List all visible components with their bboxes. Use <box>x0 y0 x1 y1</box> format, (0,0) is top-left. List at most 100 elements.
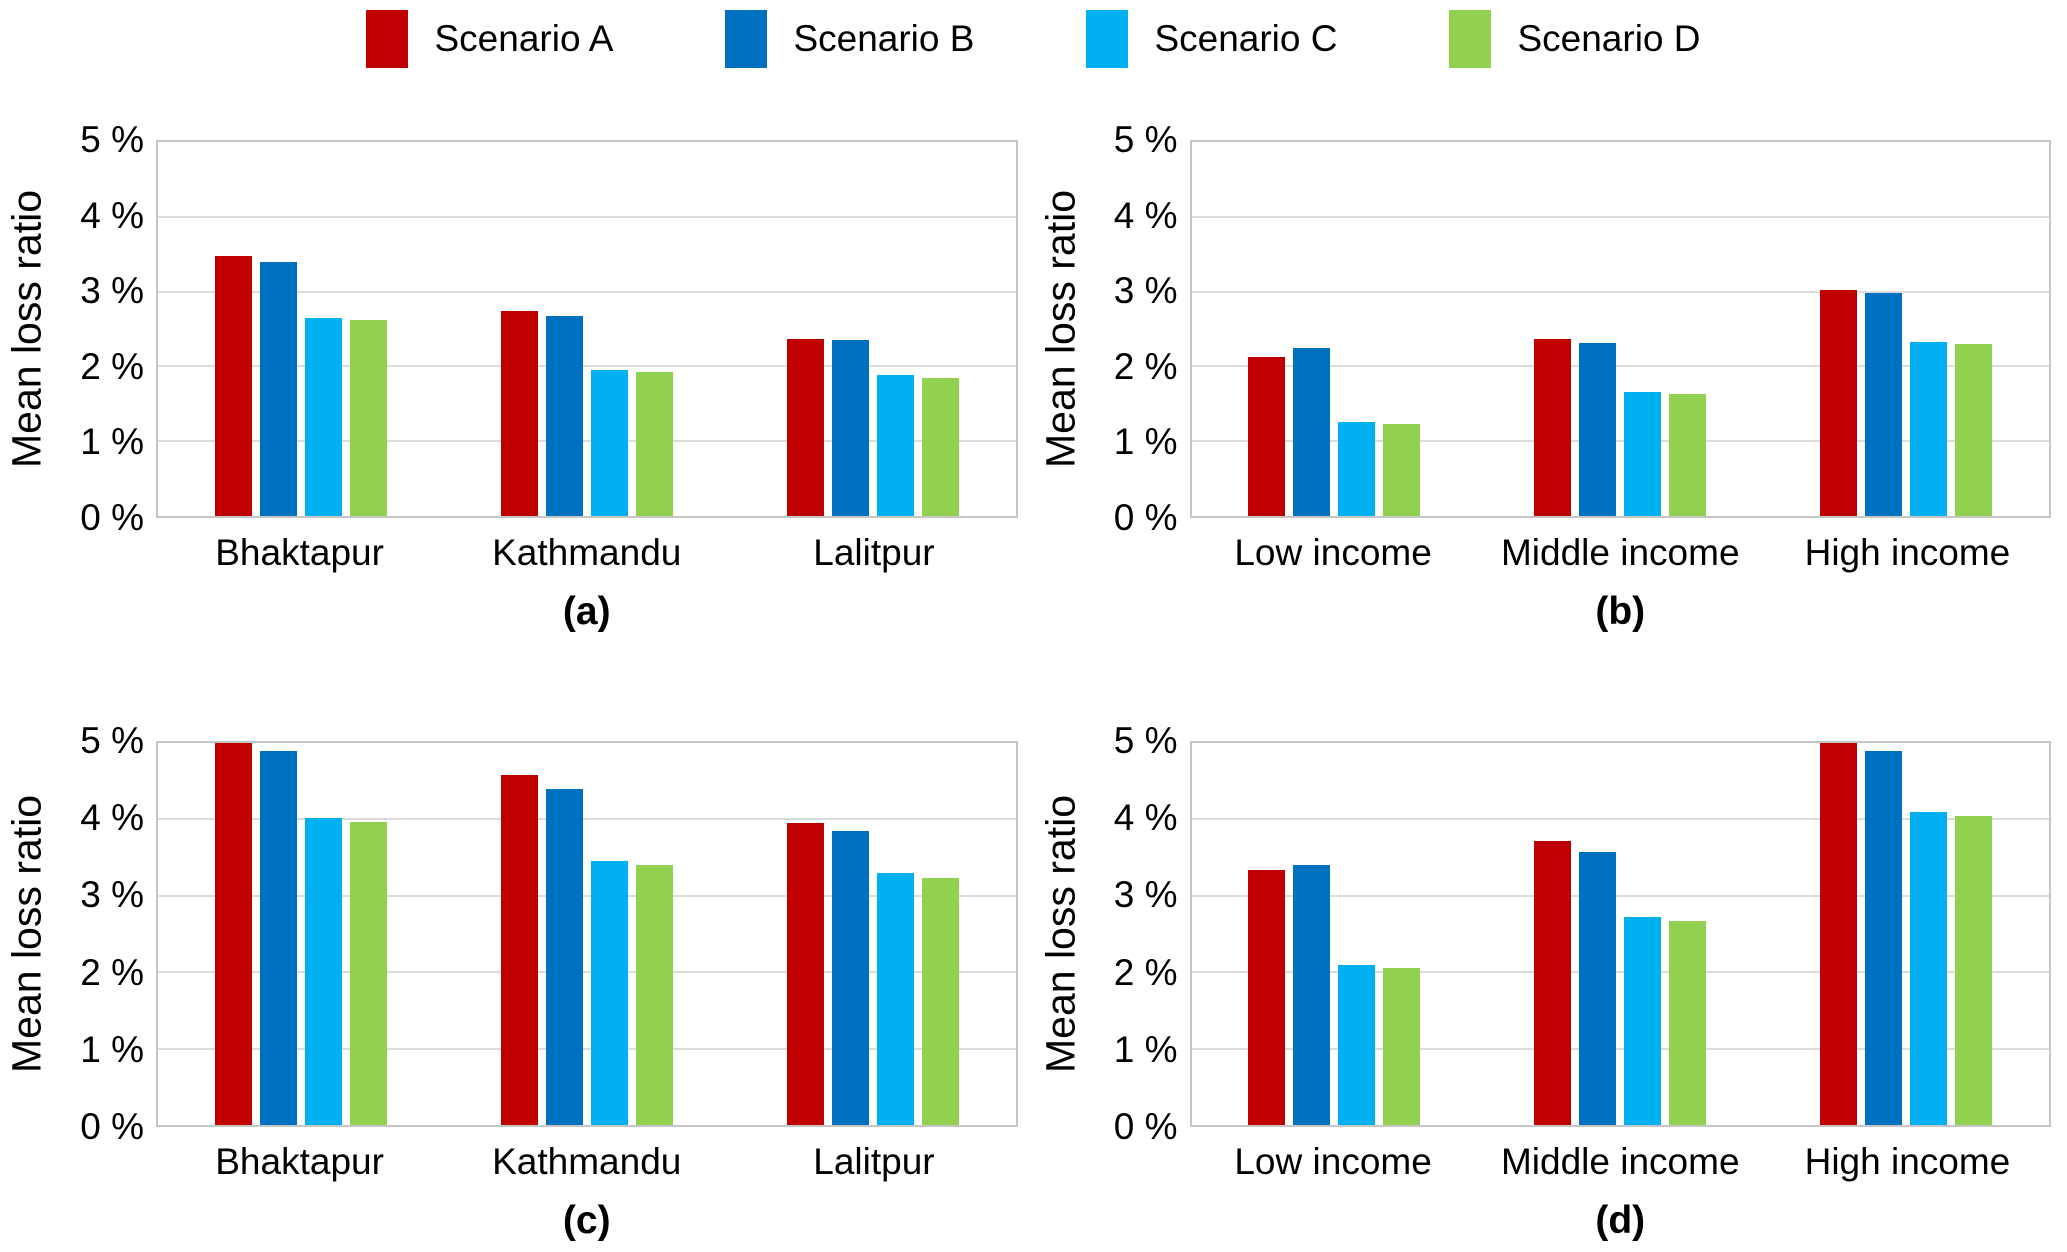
panel-a: Mean loss ratio 0 % 1 % 2 % 3 % 4 % 5 % Bhakt… <box>0 78 1034 643</box>
y-tick-label-4-: 4 % <box>1113 797 1178 839</box>
panel-c-x-axis-labels: Bhaktapur Kathmandu Lalitpur <box>156 1141 1018 1189</box>
panel-b-y-axis-ticks: 0 % 1 % 2 % 3 % 4 % 5 % <box>1088 119 1190 538</box>
y-tick-label-1-: 1 % <box>1113 1028 1178 1070</box>
legend-item-scenario-c: Scenario C <box>1086 10 1337 68</box>
bar-scenario-c-high-income <box>1910 341 1948 516</box>
bar-scenario-d-low-income <box>1383 967 1421 1125</box>
bar-scenario-c-low-income <box>1338 421 1376 516</box>
x-category-label-lalitpur: Lalitpur <box>813 532 935 573</box>
bar-group-high-income <box>1763 743 2049 1125</box>
x-category-label-lalitpur: Lalitpur <box>813 1141 935 1182</box>
panel-a-plot-area <box>156 140 1018 518</box>
y-axis-title: Mean loss ratio <box>3 189 50 469</box>
legend-swatch-scenario-b <box>725 10 768 68</box>
bar-scenario-d-kathmandu <box>635 372 673 516</box>
panel-d: Mean loss ratio 0 % 1 % 2 % 3 % 4 % 5 % Low i… <box>1034 643 2067 1252</box>
y-tick-label-3-: 3 % <box>1113 874 1178 916</box>
panel-b-plot-area <box>1189 140 2051 518</box>
y-axis-title: Mean loss ratio <box>1037 189 1083 469</box>
panel-a-y-axis-title-column: Mean loss ratio <box>0 140 54 518</box>
bar-scenario-a-high-income <box>1820 290 1858 516</box>
panel-a-chart: Mean loss ratio 0 % 1 % 2 % 3 % 4 % 5 % <box>0 119 1034 538</box>
bar-scenario-c-low-income <box>1338 965 1376 1125</box>
bar-scenario-b-lalitpur <box>831 340 869 516</box>
y-tick-label-4-: 4 % <box>1113 194 1178 236</box>
legend-item-scenario-b: Scenario B <box>725 10 974 68</box>
panel-a-x-axis-labels: Bhaktapur Kathmandu Lalitpur <box>156 532 1018 580</box>
y-tick-label-0-: 0 % <box>1113 497 1178 538</box>
legend-swatch-scenario-c <box>1086 10 1129 68</box>
panel-d-x-axis-labels: Low income Middle income High income <box>1190 1141 2052 1189</box>
bar-group-kathmandu <box>444 142 730 516</box>
panel-b-caption: (b) <box>1595 590 1646 633</box>
bar-group-low-income <box>1192 743 1478 1125</box>
y-tick-label-2-: 2 % <box>80 345 144 387</box>
bar-scenario-d-lalitpur <box>921 878 959 1125</box>
x-category-label-high-income: High income <box>1804 1141 2011 1182</box>
y-tick-label-0-: 0 % <box>80 1106 144 1147</box>
y-tick-label-3-: 3 % <box>80 270 144 312</box>
legend-label-scenario-c: Scenario C <box>1154 18 1338 59</box>
bar-group-middle-income <box>1477 142 1763 516</box>
bar-group-bhaktapur <box>158 142 444 516</box>
bar-scenario-c-bhaktapur <box>304 817 342 1125</box>
legend-item-scenario-d: Scenario D <box>1449 10 1701 68</box>
bar-scenario-a-bhaktapur <box>214 743 252 1125</box>
bar-scenario-a-middle-income <box>1534 840 1572 1125</box>
bar-scenario-b-middle-income <box>1579 851 1617 1125</box>
panel-b-x-axis-labels: Low income Middle income High income <box>1190 532 2052 580</box>
y-tick-label-5-: 5 % <box>1113 720 1178 761</box>
bar-group-bhaktapur <box>158 743 444 1125</box>
x-category-label-middle-income: Middle income <box>1500 532 1740 573</box>
bar-scenario-a-high-income <box>1820 743 1858 1125</box>
y-tick-label-3-: 3 % <box>1113 270 1178 312</box>
legend-label-scenario-b: Scenario B <box>793 18 975 59</box>
panel-b: Mean loss ratio 0 % 1 % 2 % 3 % 4 % 5 % Low i… <box>1034 78 2067 643</box>
bar-scenario-a-low-income <box>1248 356 1286 516</box>
panel-c-plot-area <box>156 741 1018 1127</box>
panel-d-chart: Mean loss ratio 0 % 1 % 2 % 3 % 4 % 5 % <box>1034 720 2067 1147</box>
bar-scenario-b-high-income <box>1865 750 1903 1125</box>
panel-c-chart: Mean loss ratio 0 % 1 % 2 % 3 % 4 % 5 % <box>0 720 1034 1147</box>
panel-d-plot-area <box>1189 741 2051 1127</box>
bar-scenario-c-high-income <box>1910 811 1948 1125</box>
legend-label-scenario-a: Scenario A <box>434 18 614 59</box>
bar-scenario-a-kathmandu <box>500 311 538 516</box>
bar-scenario-c-kathmandu <box>590 370 628 516</box>
panel-d-y-axis-title-column: Mean loss ratio <box>1034 741 1088 1127</box>
panel-d-caption: (d) <box>1595 1199 1646 1242</box>
bar-scenario-c-lalitpur <box>876 872 914 1125</box>
x-category-label-middle-income: Middle income <box>1500 1141 1740 1182</box>
bar-scenario-b-bhaktapur <box>259 261 297 516</box>
bar-scenario-c-middle-income <box>1624 917 1662 1125</box>
x-category-label-bhaktapur: Bhaktapur <box>215 1141 384 1182</box>
y-tick-label-0-: 0 % <box>80 497 144 538</box>
panel-c-caption: (c) <box>562 1199 611 1242</box>
bar-scenario-b-low-income <box>1293 865 1331 1125</box>
y-axis-title: Mean loss ratio <box>1037 794 1083 1074</box>
panel-d-y-axis-ticks: 0 % 1 % 2 % 3 % 4 % 5 % <box>1088 720 1190 1147</box>
bar-scenario-a-lalitpur <box>786 338 824 516</box>
bar-scenario-d-lalitpur <box>921 377 959 516</box>
y-tick-label-4-: 4 % <box>80 194 144 236</box>
bar-scenario-b-middle-income <box>1579 343 1617 516</box>
bar-scenario-b-bhaktapur <box>259 750 297 1125</box>
bar-group-low-income <box>1192 142 1478 516</box>
bar-scenario-b-low-income <box>1293 348 1331 516</box>
y-tick-label-0-: 0 % <box>1113 1106 1178 1147</box>
legend-swatch-scenario-a <box>366 10 409 68</box>
bar-group-kathmandu <box>444 743 730 1125</box>
y-tick-label-5-: 5 % <box>1113 119 1178 160</box>
bar-scenario-d-high-income <box>1955 816 1993 1125</box>
bar-scenario-b-kathmandu <box>545 315 583 516</box>
bar-scenario-d-kathmandu <box>635 865 673 1125</box>
x-category-label-low-income: Low income <box>1234 532 1432 573</box>
bar-scenario-d-bhaktapur <box>349 320 387 516</box>
y-tick-label-5-: 5 % <box>80 119 144 160</box>
panel-b-chart: Mean loss ratio 0 % 1 % 2 % 3 % 4 % 5 % <box>1034 119 2067 538</box>
bar-scenario-b-lalitpur <box>831 830 869 1125</box>
bar-scenario-d-high-income <box>1955 343 1993 516</box>
panel-grid: Mean loss ratio 0 % 1 % 2 % 3 % 4 % 5 % Bhakt… <box>0 78 2067 1252</box>
panel-a-y-axis-ticks: 0 % 1 % 2 % 3 % 4 % 5 % <box>54 119 156 538</box>
